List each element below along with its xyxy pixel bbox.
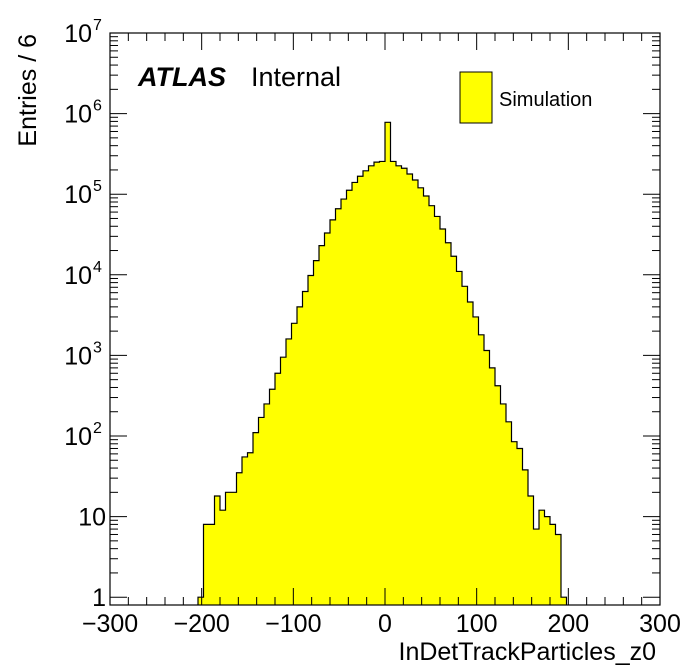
- histogram-bin: [319, 245, 325, 605]
- y-tick-label: 1: [92, 584, 106, 612]
- histogram-bin: [418, 187, 424, 605]
- histogram-bin: [231, 492, 237, 605]
- axis-ticks: [109, 32, 661, 605]
- histogram-bin: [368, 165, 375, 605]
- histogram-bin: [198, 597, 204, 605]
- atlas-label: ATLAS: [137, 62, 226, 92]
- histogram-bin: [236, 472, 243, 605]
- histogram-bin: [302, 291, 309, 605]
- histogram-bin: [352, 182, 358, 605]
- histogram-bin: [209, 524, 215, 605]
- histogram-bin: [390, 161, 397, 605]
- histogram-bin: [396, 165, 402, 605]
- x-tick-label: −100: [265, 610, 321, 638]
- histogram-bin: [291, 323, 298, 605]
- histogram-bin: [506, 421, 512, 605]
- histogram-bin: [467, 301, 474, 605]
- histogram-bin: [522, 469, 529, 605]
- x-tick-label: 0: [378, 610, 392, 638]
- histogram-bin: [286, 338, 292, 605]
- x-tick-label: 100: [456, 610, 498, 638]
- histogram-bin: [484, 350, 490, 605]
- histogram-bin: [511, 441, 518, 605]
- histogram-bin: [401, 168, 408, 605]
- y-tick-exponent: 6: [93, 98, 102, 115]
- histogram-bin: [478, 334, 485, 605]
- histogram-bin: [544, 516, 551, 605]
- histogram-bin: [280, 357, 287, 605]
- histogram-bars: [197, 121, 568, 606]
- histogram-bin: [203, 524, 210, 605]
- histogram-bin: [555, 534, 562, 605]
- histogram-bin: [440, 228, 446, 605]
- histogram-bin: [445, 242, 452, 605]
- y-tick-exponent: 7: [93, 17, 102, 34]
- histogram-bin: [297, 306, 303, 605]
- histogram-bin: [412, 180, 419, 606]
- y-tick-label: 10: [64, 101, 92, 129]
- x-tick-label: −300: [82, 610, 138, 638]
- histogram-bin: [495, 385, 501, 605]
- histogram-bin: [269, 389, 276, 605]
- histogram-bin: [423, 195, 430, 605]
- histogram-bin: [253, 432, 259, 605]
- x-axis-label: InDetTrackParticles_z0: [399, 638, 657, 666]
- histogram-bin: [429, 205, 435, 606]
- histogram-bin: [539, 510, 545, 605]
- histogram-bin: [341, 199, 347, 605]
- y-tick-exponent: 3: [93, 339, 102, 356]
- x-tick-label: −200: [174, 610, 230, 638]
- y-tick-label: 10: [64, 181, 92, 209]
- histogram-bin: [346, 190, 353, 605]
- y-tick-exponent: 4: [93, 259, 102, 276]
- histogram-bin: [489, 367, 496, 605]
- histogram-bin: [407, 174, 413, 606]
- histogram-bin: [517, 448, 523, 605]
- histogram-bin: [258, 417, 265, 605]
- y-tick-label: 10: [78, 504, 106, 532]
- histogram-bin: [357, 176, 364, 605]
- internal-label: Internal: [251, 62, 341, 92]
- histogram-bin: [275, 373, 281, 605]
- histogram-outline: [197, 121, 568, 605]
- legend-label: Simulation: [499, 89, 592, 111]
- histogram-bin: [363, 170, 369, 606]
- histogram-bin: [242, 456, 248, 605]
- histogram-bin: [462, 286, 468, 605]
- histogram-bin: [247, 452, 254, 605]
- histogram-bin: [335, 208, 342, 605]
- histogram-bin: [308, 275, 314, 605]
- y-axis-label: Entries / 6: [14, 34, 42, 147]
- y-tick-label: 10: [64, 423, 92, 451]
- x-tick-label: 200: [547, 610, 589, 638]
- y-tick-label: 10: [64, 342, 92, 370]
- histogram-bin: [264, 403, 270, 605]
- histogram-bin: [500, 403, 507, 605]
- x-tick-label: 300: [639, 610, 681, 638]
- histogram-bin: [330, 219, 336, 606]
- histogram-bin: [225, 492, 232, 605]
- y-tick-label: 10: [64, 20, 92, 48]
- histogram-bin: [374, 162, 380, 605]
- histogram-bin: [561, 597, 567, 605]
- histogram-bin: [313, 260, 320, 605]
- histogram-bin: [451, 256, 457, 605]
- histogram-bin: [385, 122, 391, 605]
- histogram-bin: [220, 510, 226, 605]
- histogram-bin: [324, 233, 331, 605]
- histogram-bin: [214, 496, 221, 605]
- y-tick-exponent: 5: [93, 178, 102, 195]
- y-tick-exponent: 2: [93, 420, 102, 437]
- histogram-bin: [473, 316, 479, 605]
- histogram-bin: [550, 524, 556, 605]
- histogram-bin: [456, 271, 463, 605]
- histogram-bin: [533, 529, 540, 605]
- legend-swatch: [459, 71, 493, 124]
- histogram-bin: [379, 161, 386, 605]
- histogram-bin: [528, 496, 534, 605]
- histogram-bin: [434, 216, 441, 605]
- y-tick-label: 10: [64, 262, 92, 290]
